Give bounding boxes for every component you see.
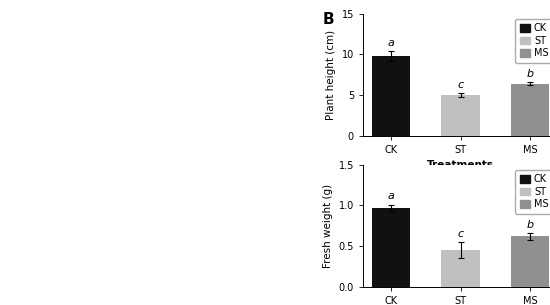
Bar <box>442 95 480 136</box>
Text: a: a <box>388 38 394 48</box>
Text: b: b <box>527 69 534 79</box>
Bar <box>511 236 549 287</box>
Bar <box>372 208 410 287</box>
X-axis label: Treatments: Treatments <box>427 160 494 170</box>
Text: I: I <box>292 284 294 294</box>
Text: a: a <box>388 191 394 201</box>
Text: c: c <box>458 80 464 90</box>
Legend: CK, ST, MS: CK, ST, MS <box>515 170 550 214</box>
Y-axis label: Plant height (cm): Plant height (cm) <box>326 30 336 120</box>
Legend: CK, ST, MS: CK, ST, MS <box>515 19 550 63</box>
Bar <box>372 56 410 136</box>
Text: B: B <box>323 12 334 27</box>
Text: A: A <box>6 9 18 24</box>
Bar <box>442 250 480 287</box>
Y-axis label: Fresh weight (g): Fresh weight (g) <box>323 184 333 268</box>
Text: c: c <box>458 229 464 239</box>
Text: b: b <box>527 220 534 230</box>
Bar <box>511 84 549 136</box>
